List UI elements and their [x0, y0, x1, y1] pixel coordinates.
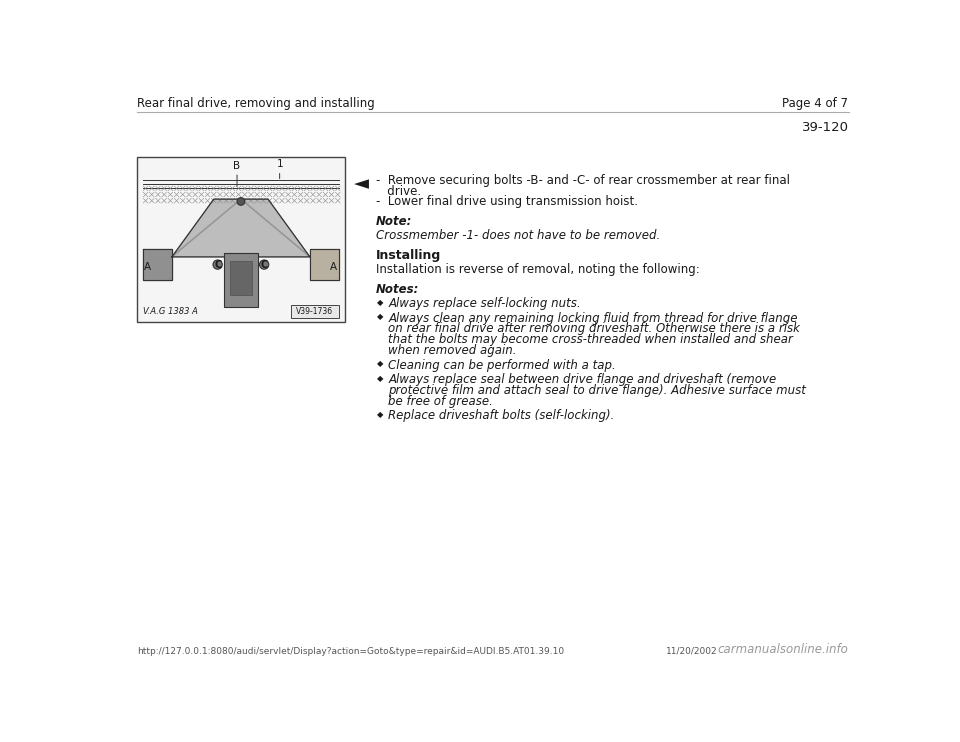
Text: Installation is reverse of removal, noting the following:: Installation is reverse of removal, noti…: [375, 263, 700, 276]
Text: Crossmember -1- does not have to be removed.: Crossmember -1- does not have to be remo…: [375, 229, 660, 242]
Circle shape: [259, 260, 269, 269]
Text: Replace driveshaft bolts (self-locking).: Replace driveshaft bolts (self-locking).: [388, 410, 614, 422]
Text: C: C: [214, 260, 221, 269]
Circle shape: [213, 260, 223, 269]
Polygon shape: [143, 249, 172, 280]
Circle shape: [237, 197, 245, 206]
Polygon shape: [310, 249, 339, 280]
Text: ◆: ◆: [377, 410, 384, 419]
Text: protective film and attach seal to drive flange). Adhesive surface must: protective film and attach seal to drive…: [388, 384, 806, 397]
Text: carmanualsonline.info: carmanualsonline.info: [718, 643, 849, 656]
Bar: [224, 253, 258, 307]
Bar: [230, 260, 252, 295]
Text: ◆: ◆: [377, 312, 384, 321]
Text: B: B: [233, 161, 241, 171]
Text: C: C: [260, 260, 268, 269]
Text: Always replace self-locking nuts.: Always replace self-locking nuts.: [388, 297, 581, 310]
Text: 11/20/2002: 11/20/2002: [666, 647, 718, 656]
Text: V39-1736: V39-1736: [296, 307, 333, 316]
Text: -  Remove securing bolts -B- and -C- of rear crossmember at rear final: - Remove securing bolts -B- and -C- of r…: [375, 174, 790, 187]
Text: that the bolts may become cross-threaded when installed and shear: that the bolts may become cross-threaded…: [388, 333, 793, 346]
Text: when removed again.: when removed again.: [388, 344, 516, 357]
Text: ◄: ◄: [354, 174, 369, 193]
Text: Page 4 of 7: Page 4 of 7: [782, 96, 849, 110]
Text: on rear final drive after removing driveshaft. Otherwise there is a risk: on rear final drive after removing drive…: [388, 322, 800, 335]
Text: A: A: [330, 262, 338, 272]
Text: Always replace seal between drive flange and driveshaft (remove: Always replace seal between drive flange…: [388, 373, 777, 386]
Text: ◆: ◆: [377, 374, 384, 383]
Polygon shape: [172, 199, 310, 257]
Text: ◆: ◆: [377, 298, 384, 306]
Text: Rear final drive, removing and installing: Rear final drive, removing and installin…: [137, 96, 374, 110]
Text: V.A.G 1383 A: V.A.G 1383 A: [143, 307, 198, 316]
Text: Installing: Installing: [375, 249, 441, 262]
Text: Note:: Note:: [375, 215, 412, 229]
Text: -  Lower final drive using transmission hoist.: - Lower final drive using transmission h…: [375, 195, 637, 209]
Text: 39-120: 39-120: [802, 122, 849, 134]
Text: Notes:: Notes:: [375, 283, 420, 296]
Bar: [137, 157, 345, 322]
Bar: [291, 306, 339, 318]
Text: A: A: [144, 262, 152, 272]
Text: Always clean any remaining locking fluid from thread for drive flange: Always clean any remaining locking fluid…: [388, 312, 798, 324]
Text: ◆: ◆: [377, 359, 384, 368]
Text: be free of grease.: be free of grease.: [388, 395, 493, 408]
Text: http://127.0.0.1:8080/audi/servlet/Display?action=Goto&type=repair&id=AUDI.B5.AT: http://127.0.0.1:8080/audi/servlet/Displ…: [137, 647, 564, 656]
Text: drive.: drive.: [375, 185, 420, 197]
Text: 1: 1: [276, 159, 283, 169]
Text: Cleaning can be performed with a tap.: Cleaning can be performed with a tap.: [388, 358, 616, 372]
